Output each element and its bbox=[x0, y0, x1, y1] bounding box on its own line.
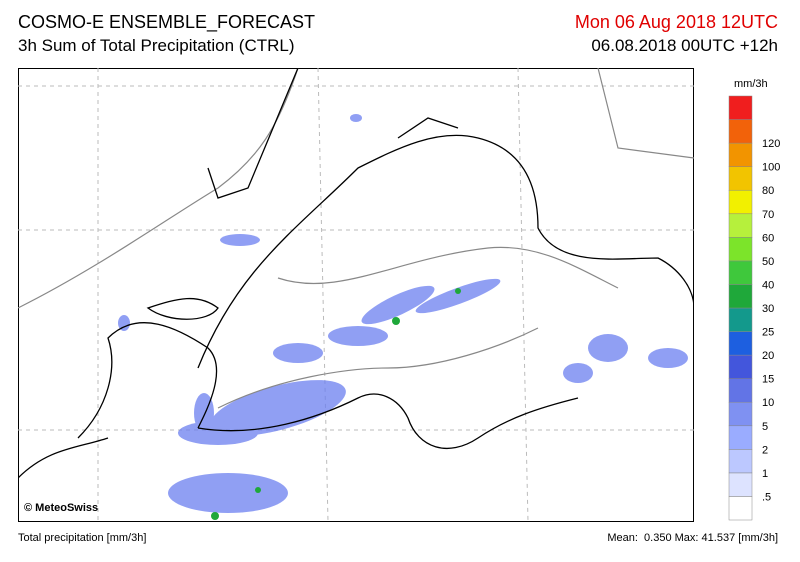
valid-time: Mon 06 Aug 2018 12UTC bbox=[574, 12, 778, 32]
legend-swatch bbox=[728, 237, 753, 262]
footer-stats: Mean: 0.350 Max: 41.537 [mm/3h] bbox=[607, 532, 778, 544]
map bbox=[18, 68, 694, 522]
legend-swatch bbox=[728, 119, 753, 144]
legend-label: 60 bbox=[762, 232, 774, 244]
legend-label: 70 bbox=[762, 209, 774, 221]
unit: [mm/3h] bbox=[738, 532, 778, 544]
legend-swatch bbox=[728, 189, 753, 215]
legend-label: 50 bbox=[762, 256, 774, 268]
mean-label: Mean: bbox=[607, 532, 638, 544]
legend-swatch bbox=[728, 331, 753, 356]
legend-label: .5 bbox=[762, 491, 771, 503]
legend-swatch bbox=[728, 354, 753, 379]
legend-swatch bbox=[728, 260, 753, 285]
legend-swatch bbox=[728, 472, 753, 497]
legend-swatch bbox=[728, 95, 753, 120]
run-time: 06.08.2018 00UTC +12h bbox=[591, 36, 778, 55]
legend-swatch bbox=[728, 142, 753, 167]
legend-swatch bbox=[728, 378, 753, 403]
legend-label: 100 bbox=[762, 162, 780, 174]
legend-unit: mm/3h bbox=[734, 78, 768, 90]
copyright: © MeteoSwiss bbox=[24, 502, 99, 514]
legend-label: 2 bbox=[762, 444, 768, 456]
legend-swatch bbox=[728, 213, 753, 238]
subtitle: 3h Sum of Total Precipitation (CTRL) bbox=[18, 36, 295, 55]
legend-swatch bbox=[728, 425, 753, 450]
mean: 0.350 bbox=[644, 532, 672, 544]
legend-swatch bbox=[728, 307, 753, 332]
legend-label: 120 bbox=[762, 138, 780, 150]
max-label: Max: bbox=[674, 532, 699, 544]
legend-label: 10 bbox=[762, 397, 774, 409]
legend-swatch bbox=[728, 401, 753, 427]
legend-swatch bbox=[728, 284, 753, 309]
footer-left: Total precipitation [mm/3h] bbox=[18, 532, 147, 544]
legend-swatch bbox=[728, 166, 753, 191]
title: COSMO-E ENSEMBLE_FORECAST bbox=[18, 12, 316, 32]
legend-label: 30 bbox=[762, 303, 774, 315]
legend-label: 20 bbox=[762, 350, 774, 362]
legend-label: 15 bbox=[762, 374, 774, 386]
legend-label: 1 bbox=[762, 468, 768, 480]
legend-swatch bbox=[728, 449, 753, 474]
legend-label: 80 bbox=[762, 185, 774, 197]
legend-label: 25 bbox=[762, 327, 774, 339]
legend-label: 5 bbox=[762, 421, 768, 433]
max: 41.537 bbox=[701, 532, 736, 544]
legend-label: 40 bbox=[762, 279, 774, 291]
legend-swatch bbox=[728, 496, 753, 521]
